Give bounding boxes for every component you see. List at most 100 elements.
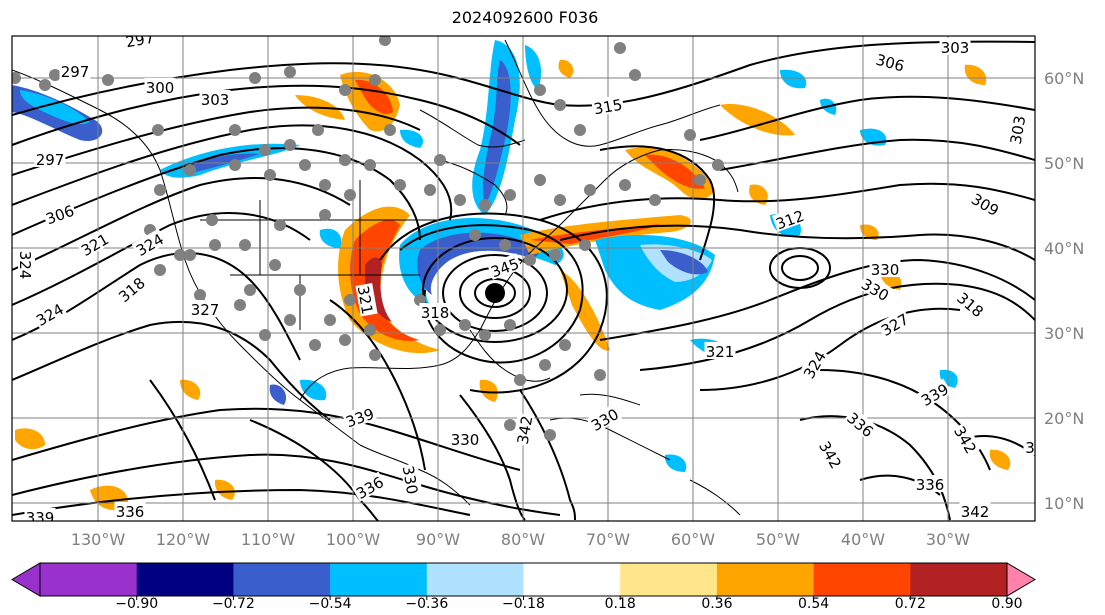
- station-dot: [629, 69, 641, 81]
- coastline-layer: [12, 39, 741, 516]
- contour-label: 3: [1023, 438, 1035, 457]
- svg-text:330: 330: [451, 431, 480, 449]
- svg-text:297: 297: [36, 151, 65, 169]
- station-dot: [649, 194, 661, 206]
- lat-label: 20°N: [1044, 409, 1084, 428]
- station-dot: [524, 254, 536, 266]
- svg-text:318: 318: [421, 304, 450, 322]
- station-dot: [364, 324, 376, 336]
- station-dot: [49, 69, 61, 81]
- station-dots: [12, 36, 724, 441]
- contour-label: 297: [34, 150, 66, 169]
- station-dot: [479, 199, 491, 211]
- colorbar-tick-label: −0.90: [115, 596, 158, 612]
- svg-text:297: 297: [61, 63, 90, 81]
- station-dot: [229, 159, 241, 171]
- contour-label: 342: [959, 502, 991, 521]
- station-dot: [154, 184, 166, 196]
- station-dot: [549, 249, 561, 261]
- station-dot: [539, 359, 551, 371]
- contour-label: 321: [704, 342, 736, 361]
- station-dot: [184, 249, 196, 261]
- lon-label: 110°W: [241, 530, 296, 549]
- station-dot: [534, 174, 546, 186]
- station-dot: [152, 124, 164, 136]
- colorbar-extend-low: [11, 562, 41, 597]
- svg-text:297: 297: [124, 29, 155, 52]
- svg-text:300: 300: [146, 79, 175, 97]
- station-dot: [309, 339, 321, 351]
- station-dot: [319, 209, 331, 221]
- station-dot: [384, 124, 396, 136]
- colorbar-segment: [40, 563, 138, 596]
- contour-label: 324: [16, 249, 35, 281]
- station-dot: [344, 294, 356, 306]
- contour-label: 330: [869, 260, 901, 279]
- lon-label: 80°W: [501, 530, 545, 549]
- station-dot: [694, 174, 706, 186]
- station-dot: [344, 189, 356, 201]
- svg-text:330: 330: [399, 464, 422, 495]
- station-dot: [514, 374, 526, 386]
- station-dot: [554, 99, 566, 111]
- contour-label: 330: [399, 462, 423, 497]
- svg-text:330: 330: [871, 261, 900, 279]
- colorbar-extend-high: [1006, 562, 1036, 597]
- svg-text:336: 336: [916, 476, 945, 494]
- svg-text:324: 324: [16, 251, 34, 280]
- svg-text:321: 321: [354, 284, 377, 315]
- station-dot: [684, 129, 696, 141]
- station-dot: [504, 319, 516, 331]
- station-dot: [294, 284, 306, 296]
- station-dot: [434, 324, 446, 336]
- graticule: [12, 36, 1035, 521]
- latitude-labels: 60°N 50°N 40°N 30°N 20°N 10°N: [1044, 69, 1084, 513]
- station-dot: [369, 74, 381, 86]
- station-dot: [274, 219, 286, 231]
- contour-label: 318: [419, 303, 451, 322]
- contour-label: 297: [122, 29, 157, 52]
- lon-label: 120°W: [156, 530, 211, 549]
- colorbar-segment: [523, 563, 621, 596]
- lon-label: 90°W: [416, 530, 460, 549]
- station-dot: [369, 349, 381, 361]
- station-dot: [394, 179, 406, 191]
- storm-center-marker: [485, 283, 505, 303]
- station-dot: [504, 419, 516, 431]
- station-dot: [454, 194, 466, 206]
- colorbar-tick-label: 0.72: [895, 596, 926, 612]
- lon-label: 30°W: [926, 530, 970, 549]
- lon-label: 100°W: [326, 530, 381, 549]
- station-dot: [534, 84, 546, 96]
- colorbar-segment: [620, 563, 718, 596]
- svg-text:321: 321: [706, 343, 735, 361]
- contour-label: 345: [487, 253, 522, 281]
- svg-text:303: 303: [941, 39, 970, 57]
- svg-text:336: 336: [116, 503, 145, 521]
- svg-text:339: 339: [26, 509, 55, 527]
- station-dot: [239, 239, 251, 251]
- contour-label: 327: [189, 300, 221, 319]
- contour-label: 303: [1005, 112, 1029, 147]
- station-dot: [544, 429, 556, 441]
- station-dot: [574, 124, 586, 136]
- colorbar-tick-label: 0.36: [701, 596, 732, 612]
- contour-label: 321: [354, 282, 378, 317]
- station-dot: [579, 239, 591, 251]
- station-dot: [594, 369, 606, 381]
- colorbar-segment: [426, 563, 524, 596]
- station-dot: [339, 334, 351, 346]
- contour-label: 336: [914, 475, 946, 494]
- station-dot: [584, 184, 596, 196]
- colorbar-tick-label: −0.54: [309, 596, 352, 612]
- map-title: 2024092600 F036: [451, 8, 599, 27]
- lat-label: 60°N: [1044, 69, 1084, 88]
- colorbar-segment: [813, 563, 911, 596]
- lat-label: 50°N: [1044, 154, 1084, 173]
- station-dot: [244, 284, 256, 296]
- lat-label: 40°N: [1044, 239, 1084, 258]
- station-dot: [209, 239, 221, 251]
- lon-label: 40°W: [841, 530, 885, 549]
- station-dot: [499, 239, 511, 251]
- contour-label: 342: [950, 421, 982, 457]
